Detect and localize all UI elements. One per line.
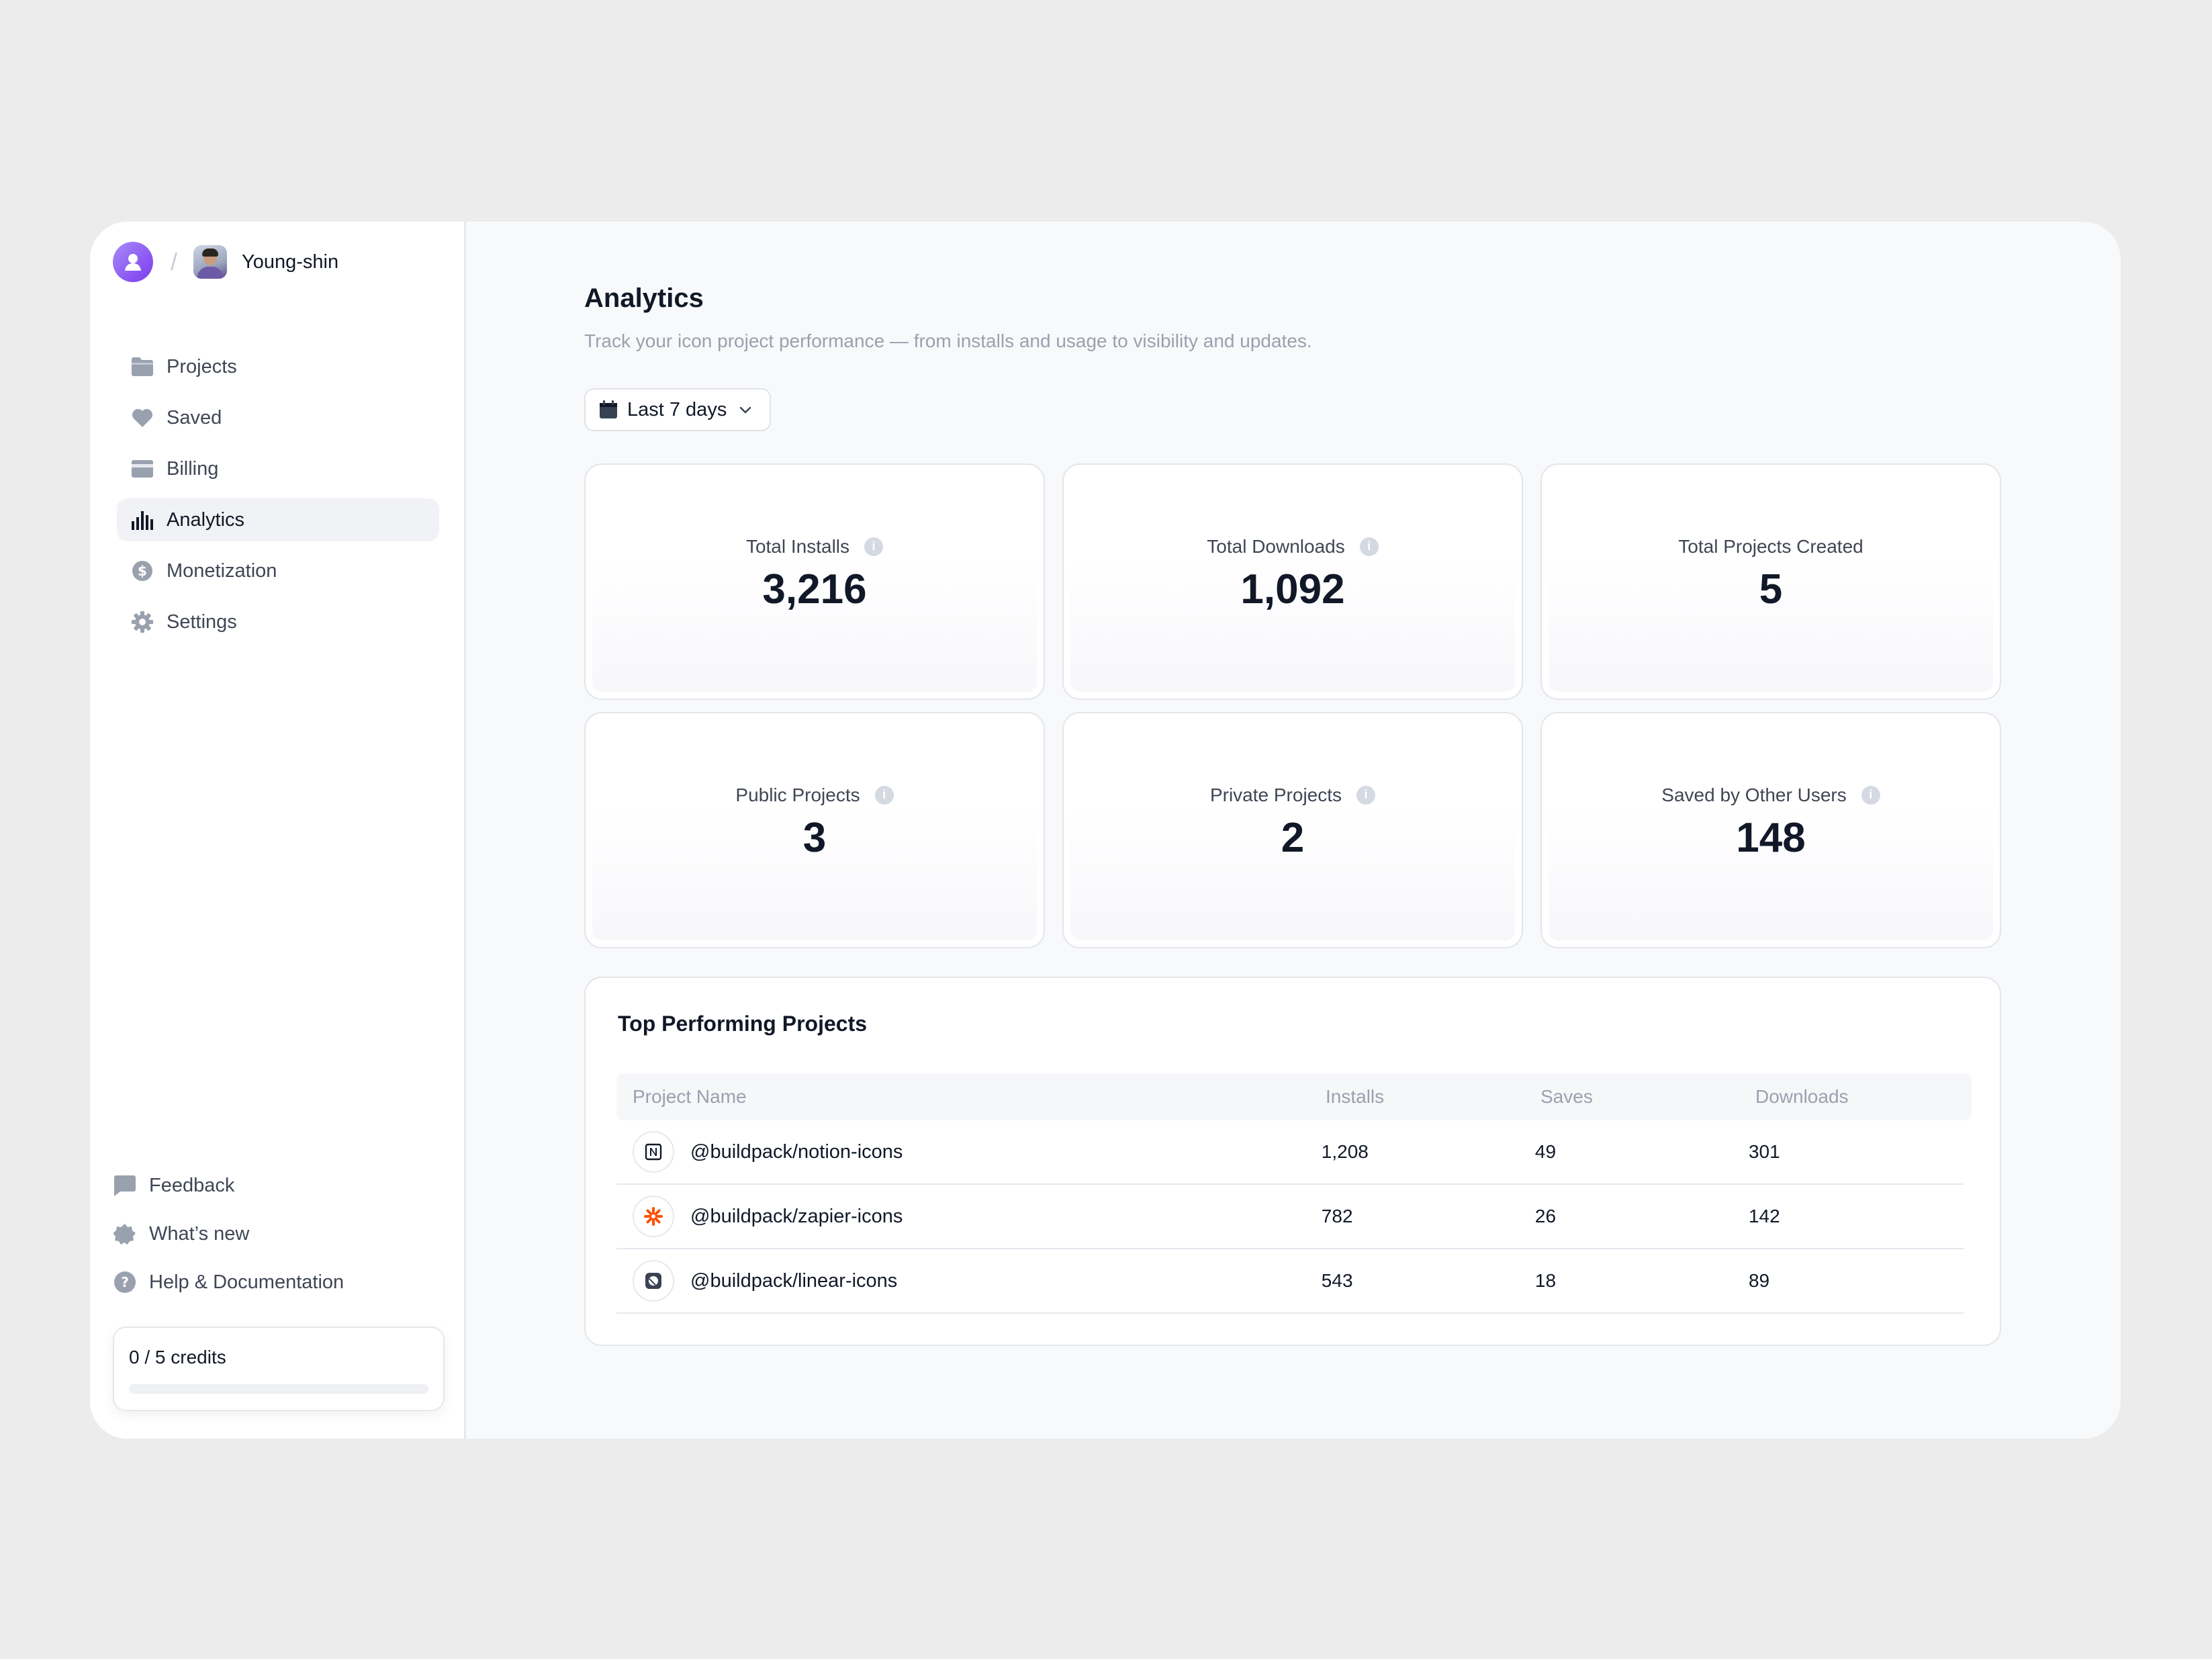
saves-cell: 18 [1534, 1270, 1557, 1291]
table-row[interactable]: @buildpack/linear-icons 543 18 89 [616, 1249, 1964, 1314]
top-projects-card: Top Performing Projects Project Name Ins… [584, 977, 2001, 1346]
credits-card[interactable]: 0 / 5 credits [113, 1327, 445, 1411]
stat-label: Public Projects [735, 784, 860, 805]
brand-logo-icon[interactable] [113, 242, 153, 282]
stat-value: 148 [1736, 814, 1806, 861]
sidebar-item-projects[interactable]: Projects [117, 345, 439, 388]
downloads-cell: 142 [1748, 1206, 1780, 1226]
sidebar-item-label: Settings [167, 611, 237, 633]
stat-value: 2 [1281, 814, 1305, 861]
calendar-icon [599, 400, 618, 419]
folder-icon [130, 355, 154, 379]
stat-card-private-projects: Private Projects i 2 [1062, 712, 1523, 948]
stats-grid: Total Installs i 3,216 Total Downloads i 1… [584, 463, 2001, 948]
svg-text:$: $ [138, 563, 147, 579]
saves-cell: 49 [1534, 1141, 1557, 1162]
whats-new-link[interactable]: What’s new [113, 1216, 435, 1252]
heart-icon [130, 406, 154, 430]
dollar-circle-icon: $ [130, 559, 154, 583]
notion-logo-icon [633, 1131, 674, 1173]
project-name[interactable]: @buildpack/zapier-icons [690, 1205, 903, 1227]
stat-card-public-projects: Public Projects i 3 [584, 712, 1045, 948]
bar-chart-icon [130, 508, 154, 532]
svg-text:?: ? [121, 1274, 129, 1290]
sidebar-item-billing[interactable]: Billing [117, 447, 439, 490]
stat-value: 3 [802, 814, 827, 861]
sidebar-item-label: Monetization [167, 559, 277, 582]
sidebar-item-monetization[interactable]: $ Monetization [117, 549, 439, 592]
column-header-saves: Saves [1540, 1086, 1593, 1107]
help-link[interactable]: ? Help & Documentation [113, 1264, 435, 1300]
column-header-downloads: Downloads [1755, 1086, 1849, 1107]
credit-card-icon [130, 457, 154, 481]
page-subtitle: Track your icon project performance — fr… [584, 330, 1312, 351]
main-content: Analytics Track your icon project perfor… [466, 222, 2121, 1439]
help-circle-icon: ? [113, 1270, 137, 1294]
stat-card-saved-by-others: Saved by Other Users i 148 [1540, 712, 2001, 948]
downloads-cell: 301 [1748, 1141, 1780, 1162]
credits-progress-bar [129, 1384, 428, 1394]
sidebar-footer-links: Feedback What’s new ? Help & Documentati… [113, 1167, 435, 1312]
sidebar-item-settings[interactable]: Settings [117, 600, 439, 643]
workspace-header: / Young-shin [113, 240, 338, 283]
stat-card-total-installs: Total Installs i 3,216 [584, 463, 1045, 700]
downloads-cell: 89 [1748, 1270, 1770, 1291]
table-row[interactable]: @buildpack/notion-icons 1,208 49 301 [616, 1120, 1964, 1185]
info-icon[interactable]: i [1359, 537, 1379, 556]
sidebar-item-analytics[interactable]: Analytics [117, 498, 439, 541]
credits-label: 0 / 5 credits [129, 1347, 226, 1367]
stat-label: Saved by Other Users [1661, 784, 1847, 805]
sidebar-item-label: Saved [167, 406, 222, 429]
app-window: / Young-shin Projects Saved [90, 222, 2121, 1439]
sidebar-item-label: Projects [167, 355, 237, 377]
info-icon[interactable]: i [1356, 785, 1376, 805]
stat-label: Private Projects [1209, 784, 1342, 805]
saves-cell: 26 [1534, 1206, 1557, 1226]
installs-cell: 782 [1321, 1206, 1353, 1226]
sidebar-item-saved[interactable]: Saved [117, 396, 439, 439]
table-header: Project Name Installs Saves Downloads [616, 1073, 1972, 1120]
help-label: Help & Documentation [149, 1271, 344, 1293]
stat-value: 3,216 [762, 566, 867, 613]
column-header-project-name: Project Name [633, 1086, 747, 1107]
table-row[interactable]: @buildpack/zapier-icons 782 26 142 [616, 1185, 1964, 1249]
user-name[interactable]: Young-shin [242, 251, 339, 273]
whats-new-label: What’s new [149, 1222, 250, 1245]
date-range-label: Last 7 days [627, 398, 727, 420]
avatar[interactable] [193, 245, 228, 279]
info-icon[interactable]: i [864, 537, 884, 556]
stat-card-total-downloads: Total Downloads i 1,092 [1062, 463, 1523, 700]
stat-value: 1,092 [1240, 566, 1345, 613]
project-name[interactable]: @buildpack/linear-icons [690, 1269, 898, 1292]
zapier-logo-icon [633, 1196, 674, 1237]
feedback-label: Feedback [149, 1174, 235, 1196]
table-title: Top Performing Projects [618, 1012, 868, 1036]
info-icon[interactable]: i [1861, 785, 1880, 805]
feedback-link[interactable]: Feedback [113, 1167, 435, 1204]
badge-star-icon [113, 1222, 137, 1246]
sidebar: / Young-shin Projects Saved [90, 222, 466, 1439]
breadcrumb-separator: / [171, 248, 178, 275]
stat-label: Total Downloads [1207, 535, 1345, 557]
stat-value: 5 [1759, 566, 1783, 613]
project-name[interactable]: @buildpack/notion-icons [690, 1140, 903, 1163]
gear-icon [130, 610, 154, 634]
chevron-down-icon [739, 405, 752, 414]
sidebar-item-label: Analytics [167, 508, 245, 531]
date-range-dropdown[interactable]: Last 7 days [584, 388, 771, 431]
installs-cell: 1,208 [1321, 1141, 1369, 1162]
stat-label: Total Installs [745, 535, 850, 557]
stat-label: Total Projects Created [1678, 535, 1863, 557]
page-title: Analytics [584, 283, 704, 313]
column-header-installs: Installs [1326, 1086, 1385, 1107]
installs-cell: 543 [1321, 1270, 1353, 1291]
table-body: @buildpack/notion-icons 1,208 49 301 @bu… [616, 1120, 1972, 1314]
chat-icon [113, 1173, 137, 1198]
info-icon[interactable]: i [874, 785, 894, 805]
sidebar-nav: Projects Saved Billing Analytics [117, 345, 439, 652]
stat-card-total-projects-created: Total Projects Created 5 [1540, 463, 2001, 700]
sidebar-item-label: Billing [167, 457, 219, 480]
linear-logo-icon [633, 1260, 674, 1302]
